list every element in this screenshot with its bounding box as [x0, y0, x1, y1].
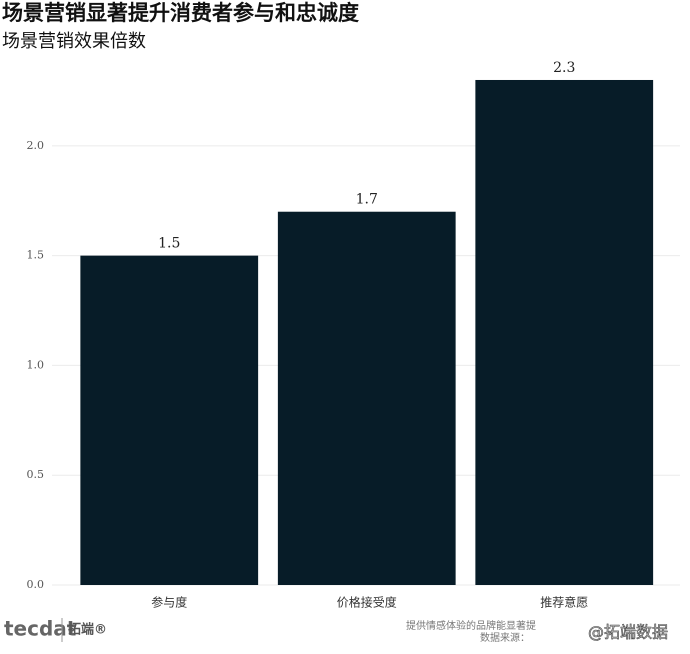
chart-title: 场景营销显著提升消费者参与和忠诚度	[2, 1, 359, 25]
x-tick-label: 参与度	[151, 595, 187, 610]
bar	[80, 255, 259, 585]
y-tick-label: 0.5	[27, 468, 45, 481]
watermark: @拓端数据	[588, 623, 668, 642]
y-tick-label: 0.0	[27, 578, 45, 591]
y-tick-label: 1.0	[27, 358, 45, 371]
x-tick-label: 推荐意愿	[540, 595, 588, 610]
logo-brand: tecdat	[4, 617, 77, 641]
caption: 提供情感体验的品牌能显著提	[406, 619, 536, 632]
caption: 数据来源：	[480, 631, 530, 644]
chart-subtitle: 场景营销效果倍数	[2, 31, 146, 52]
value-label: 1.7	[356, 192, 378, 208]
value-label: 1.5	[158, 236, 180, 252]
value-label: 2.3	[553, 60, 575, 76]
logo-name: 拓端®	[68, 622, 107, 638]
x-tick-label: 价格接受度	[337, 595, 397, 610]
y-tick-label: 1.5	[27, 249, 45, 262]
y-tick-label: 2.0	[27, 139, 45, 152]
bar	[475, 79, 654, 585]
bar	[277, 211, 456, 586]
